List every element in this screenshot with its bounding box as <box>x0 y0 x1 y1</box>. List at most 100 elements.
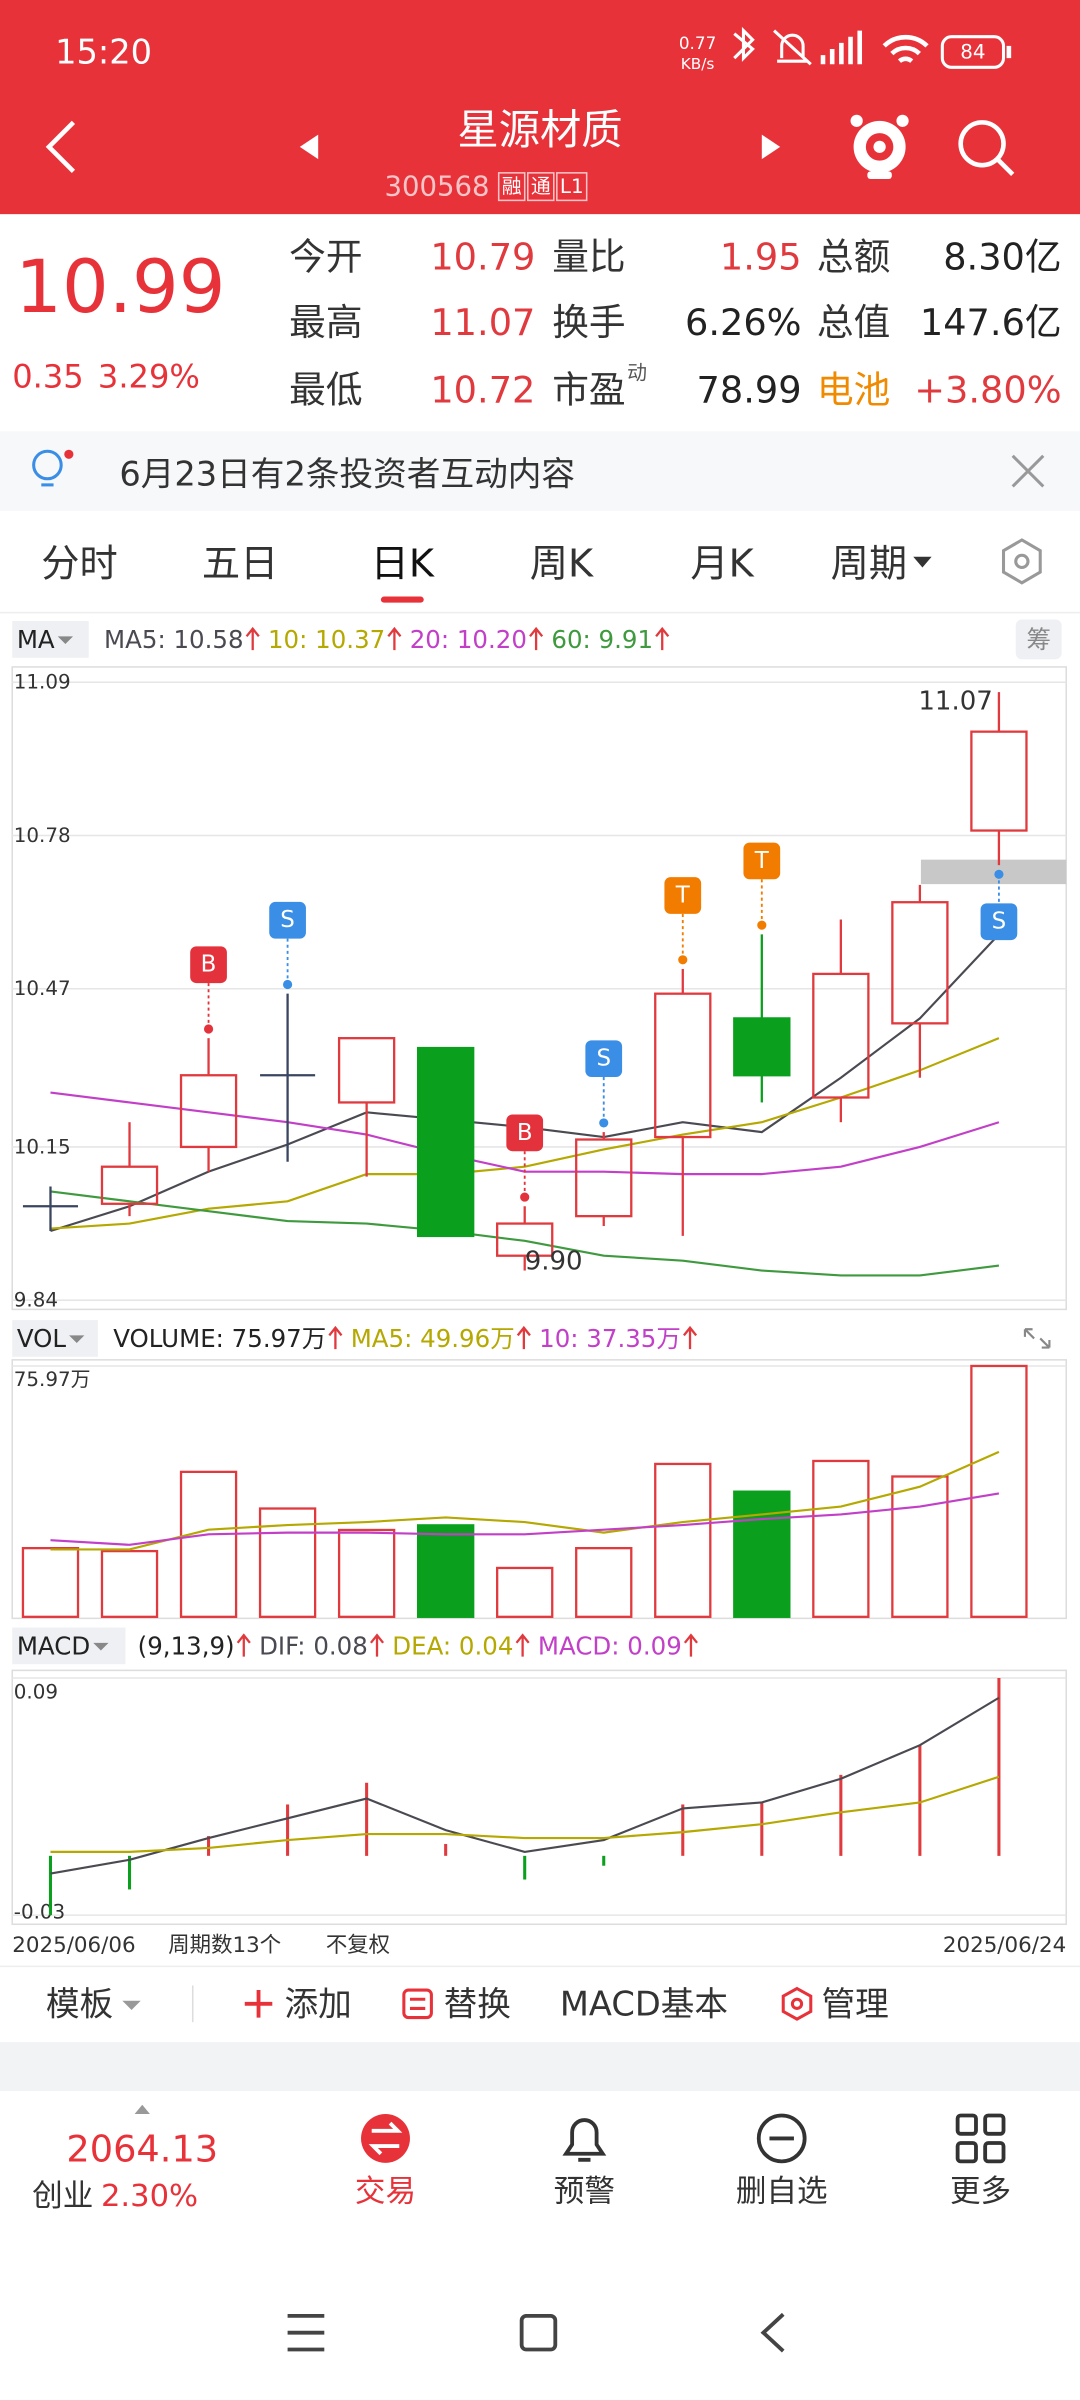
signal-badge <box>506 1114 544 1152</box>
nav-label[interactable]: 交易 <box>355 2174 416 2209</box>
trend-arrow <box>655 626 670 651</box>
status-time: 15:20 <box>55 33 152 72</box>
battery-level: 84 <box>960 41 985 64</box>
signal-label: B <box>201 952 217 978</box>
volume-bar <box>733 1490 791 1618</box>
field-label: 电池 <box>817 369 890 412</box>
signal-badge <box>190 946 227 984</box>
nav-label[interactable]: 预警 <box>554 2174 615 2209</box>
period-tab[interactable]: 五日 <box>202 542 278 586</box>
volume-bar <box>496 1566 554 1618</box>
net-speed: 0.77 <box>679 33 716 53</box>
candle-body <box>812 972 870 1099</box>
cost-band <box>920 859 1067 885</box>
y-tick-label: 11.09 <box>14 671 71 694</box>
y-tick-label: 10.47 <box>14 977 71 1000</box>
trend-arrow <box>516 1325 531 1350</box>
toolbar-item[interactable]: 添加 <box>285 1984 352 2023</box>
prev-stock[interactable] <box>299 134 319 160</box>
legend-item: 20: 10.20 <box>410 625 527 654</box>
y-tick-label: 10.78 <box>14 824 71 847</box>
more-icon[interactable] <box>955 2113 1006 2164</box>
index-expand[interactable] <box>134 2104 150 2114</box>
next-stock[interactable] <box>761 134 781 160</box>
nav-label[interactable]: 删自选 <box>736 2174 828 2209</box>
period-tab[interactable]: 日K <box>371 542 435 586</box>
field-value: 8.30亿 <box>943 235 1061 278</box>
volume-bar <box>812 1459 870 1618</box>
back-button[interactable] <box>45 120 76 173</box>
indicator-line <box>50 1190 1000 1277</box>
legend-item: VOLUME: 75.97万 <box>113 1324 326 1353</box>
period-count: 周期数13个 <box>168 1933 281 1958</box>
signal-label: S <box>596 1046 611 1072</box>
volume-bar <box>21 1546 80 1618</box>
alert-icon[interactable] <box>562 2118 607 2162</box>
toolbar-item[interactable]: 替换 <box>444 1984 511 2023</box>
chart-panel <box>11 1669 1067 1926</box>
home-key[interactable] <box>519 2313 558 2352</box>
notice-text[interactable]: 6月23日有2条投资者互动内容 <box>119 455 575 494</box>
field-value: 1.95 <box>720 235 802 278</box>
remove-icon[interactable] <box>756 2113 807 2164</box>
chip-button[interactable] <box>1015 619 1062 660</box>
field-label: 今开 <box>289 235 362 278</box>
legend-item: DIF: 0.08 <box>259 1631 368 1660</box>
stock-name: 星源材质 <box>457 106 622 154</box>
trend-arrow <box>245 626 260 651</box>
stock-tag: 融 <box>502 175 522 198</box>
dropdown-caret <box>69 1335 85 1344</box>
indicator-selector[interactable] <box>12 1627 126 1665</box>
toolbar-divider <box>0 1965 1080 1968</box>
signal-label: T <box>754 848 770 874</box>
stock-code: 300568 <box>384 171 489 203</box>
field-value: 6.26% <box>685 301 802 344</box>
notice-close[interactable] <box>1011 454 1045 488</box>
adjust-mode[interactable]: 不复权 <box>326 1933 390 1958</box>
indicator-name: MA <box>17 625 55 654</box>
trade-icon[interactable] <box>361 2113 410 2163</box>
toolbar-item[interactable]: MACD基本 <box>560 1984 728 2023</box>
field-label: 总值 <box>817 301 890 344</box>
candle-body <box>970 730 1028 832</box>
assistant-icon[interactable] <box>850 114 909 179</box>
toolbar-item[interactable]: 管理 <box>821 1984 888 2023</box>
field-label: 最低 <box>289 369 362 412</box>
volume-bar <box>575 1546 633 1618</box>
legend-item: MA5: 49.96万 <box>351 1324 515 1353</box>
toolbar-item[interactable]: 模板 <box>46 1984 113 2023</box>
candle-body <box>575 1138 633 1218</box>
expand-icon[interactable] <box>1023 1328 1051 1349</box>
dropdown-caret <box>93 1642 109 1651</box>
period-tab[interactable]: 月K <box>690 542 754 586</box>
y-tick-label: 75.97万 <box>14 1368 91 1391</box>
indicator-selector[interactable] <box>12 621 89 658</box>
field-label: 最高 <box>289 301 362 344</box>
search-icon[interactable] <box>958 120 1015 177</box>
candle-body <box>891 901 949 1025</box>
replace-arrows <box>409 1997 426 2010</box>
volume-bar <box>337 1528 396 1618</box>
indicator-line <box>50 1775 1000 1853</box>
signal-label: S <box>992 909 1007 935</box>
candle-body <box>337 1037 396 1104</box>
candle-body <box>416 1046 475 1238</box>
candle-body <box>496 1222 554 1257</box>
indicator-line <box>50 1696 1000 1875</box>
candle-body <box>100 1165 159 1205</box>
bluetooth-icon <box>733 26 755 62</box>
period-tab[interactable]: 周期 <box>831 542 907 586</box>
indicator-line <box>50 1492 1000 1546</box>
back-key[interactable] <box>760 2312 785 2353</box>
high-price-label: 11.07 <box>918 686 992 716</box>
period-tab[interactable]: 周K <box>530 542 594 586</box>
settings-icon[interactable] <box>1001 538 1042 585</box>
nav-label[interactable]: 更多 <box>950 2174 1011 2209</box>
index-value: 2064.13 <box>66 2128 218 2171</box>
indicator-selector[interactable] <box>12 1320 98 1357</box>
menu-key[interactable] <box>287 2313 325 2352</box>
field-label: 量比 <box>552 235 625 278</box>
chart-panel <box>11 1359 1067 1620</box>
period-tab[interactable]: 分时 <box>41 542 117 586</box>
